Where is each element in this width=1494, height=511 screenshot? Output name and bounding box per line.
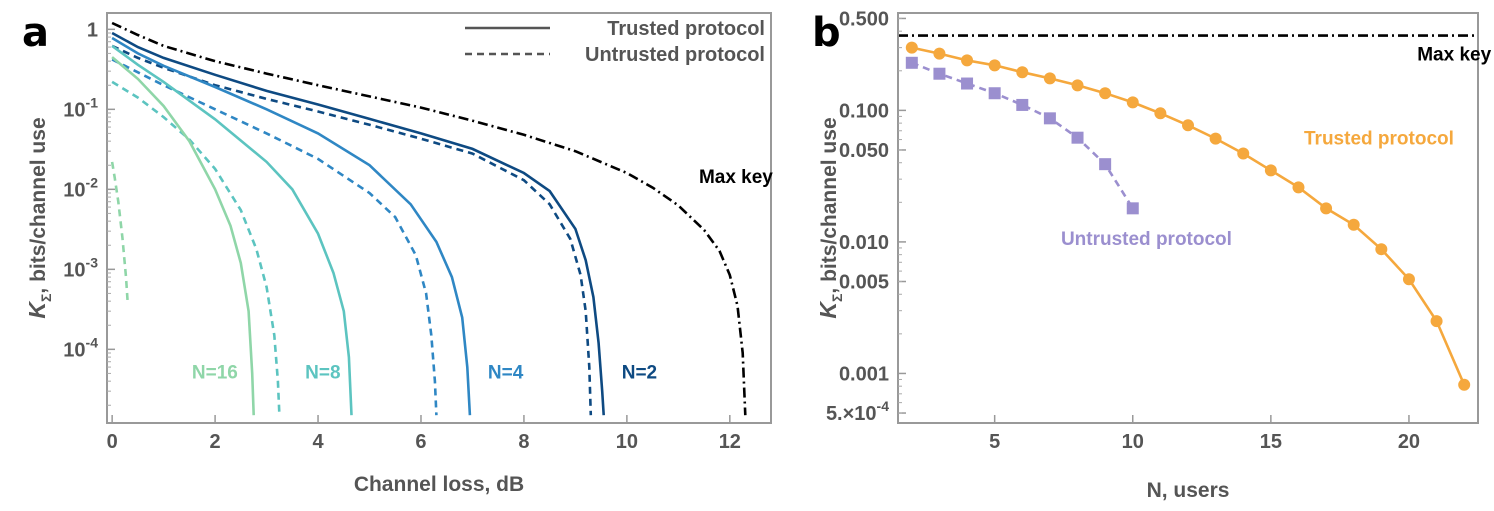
chart-b-annotation: Untrusted protocol bbox=[1061, 229, 1232, 250]
chart-a-series-0-line bbox=[111, 21, 747, 416]
chart-a-y-tick-label: 10-3 bbox=[63, 254, 98, 281]
chart-a-annotations: N=16 N=8 N=4 N=2 Max key bbox=[192, 167, 773, 384]
chart-b-series-2-point-2 bbox=[961, 77, 974, 90]
chart-a-annotation: Max key bbox=[699, 167, 773, 188]
chart-b-series-1-point-18 bbox=[1402, 273, 1415, 286]
chart-a-annotation: N=16 bbox=[192, 363, 238, 384]
chart-b-y-tick-label: 0.100 bbox=[839, 100, 889, 122]
chart-b-series-1-point-8 bbox=[1126, 96, 1139, 109]
chart-b-x-tick-label: 20 bbox=[1398, 431, 1420, 453]
chart-b-series-1-point-4 bbox=[1016, 66, 1029, 79]
chart-a-y-tick-label: 1 bbox=[87, 19, 98, 41]
chart-b-series-1-point-9 bbox=[1154, 107, 1167, 120]
chart-b-series-2-point-3 bbox=[988, 87, 1001, 100]
chart-a-y-tick-label: 10-2 bbox=[63, 174, 98, 201]
chart-b-y-tick-label: 5.×10-4 bbox=[826, 398, 889, 425]
chart-b-series-1-point-20 bbox=[1458, 378, 1471, 391]
chart-a-series-8-line bbox=[110, 161, 129, 302]
chart-b-series-1-point-13 bbox=[1264, 164, 1277, 177]
chart-a-x-tick-label: 8 bbox=[518, 431, 529, 453]
chart-b-y-tick-label: 0.050 bbox=[839, 140, 889, 162]
chart-b-series-2-point-5 bbox=[1043, 112, 1056, 125]
chart-a-annotation: N=4 bbox=[488, 363, 524, 384]
chart-b-series-1-point-6 bbox=[1071, 79, 1084, 92]
chart-a-legend: Trusted protocol Untrusted protocol bbox=[465, 18, 765, 66]
chart-a-x-tick-label: 4 bbox=[312, 431, 324, 453]
chart-b-series-1-point-19 bbox=[1430, 315, 1443, 328]
chart-b-series-2-point-4 bbox=[1016, 98, 1029, 111]
chart-b-y-axis-label: KΣ, bits/channel use bbox=[815, 117, 845, 318]
chart-a-x-tick-label: 6 bbox=[415, 431, 426, 453]
chart-a-x-axis-label: Channel loss, dB bbox=[354, 473, 524, 496]
chart-b-series-1-point-16 bbox=[1347, 218, 1360, 231]
y-label-k: K bbox=[24, 301, 50, 319]
chart-a-series-5-line bbox=[111, 44, 353, 416]
chart-b-x-axis-label: N, users bbox=[1147, 479, 1230, 502]
chart-a-series-2-line bbox=[111, 44, 593, 416]
chart-a-x-ticks: 0 2 4 6 8 10 12 bbox=[107, 415, 741, 453]
panel-label-b: b bbox=[812, 10, 841, 56]
chart-a-series-1-line bbox=[111, 31, 605, 416]
chart-b-annotation: Max key bbox=[1417, 44, 1491, 65]
chart-a-series-6-line bbox=[111, 80, 281, 416]
chart-a-x-tick-label: 0 bbox=[107, 431, 118, 453]
chart-b-series-1-point-0 bbox=[905, 41, 918, 54]
chart-a-x-tick-label: 2 bbox=[210, 431, 221, 453]
chart-b-series-2-point-0 bbox=[905, 56, 918, 69]
chart-b-y-tick-label: 0.005 bbox=[839, 272, 889, 294]
chart-a-annotation: N=8 bbox=[305, 363, 340, 384]
chart-b-x-tick-label: 10 bbox=[1122, 431, 1144, 453]
chart-b-series-1-point-17 bbox=[1375, 243, 1388, 256]
chart-b-series-2-point-7 bbox=[1099, 158, 1112, 171]
chart-b-series-2-point-6 bbox=[1071, 131, 1084, 144]
chart-b-series-2-point-1 bbox=[933, 67, 946, 80]
chart-b-series-1-point-10 bbox=[1182, 119, 1194, 132]
panel-label-a: a bbox=[22, 10, 49, 56]
chart-b-x-ticks: 5 10 15 20 bbox=[989, 415, 1420, 453]
chart-a-annotation: N=2 bbox=[622, 363, 657, 384]
chart-b-series-1-point-5 bbox=[1043, 72, 1056, 85]
y-label-rest-b: , bits/channel use bbox=[818, 117, 841, 293]
chart-b-series-1-point-1 bbox=[933, 47, 946, 60]
chart-b-series-2-line bbox=[911, 61, 1134, 209]
y-label-sub: Σ bbox=[38, 294, 54, 302]
chart-b-annotations: Max key Trusted protocol Untrusted protoco… bbox=[1061, 44, 1492, 249]
chart-b-y-tick-label: 0.010 bbox=[839, 232, 889, 254]
chart-b-y-ticks: 0.500 0.100 0.050 0.010 0.005 0.001 5.×10-4 bbox=[826, 8, 906, 425]
chart-b-x-tick-label: 15 bbox=[1260, 431, 1282, 453]
chart-a-series-group bbox=[110, 21, 747, 416]
chart-b-annotation: Trusted protocol bbox=[1304, 129, 1454, 150]
chart-b-y-tick-label: 0.500 bbox=[839, 8, 889, 30]
chart-b-series-2-point-8 bbox=[1126, 202, 1139, 215]
chart-b-series-1-point-11 bbox=[1209, 132, 1222, 145]
chart-b-series-group bbox=[898, 34, 1478, 391]
chart-a-y-tick-label: 10-1 bbox=[63, 94, 98, 121]
chart-b: 5 10 15 20 0.500 0.100 0.050 0.010 0.005 0.001 5.… bbox=[815, 8, 1492, 502]
chart-a-x-tick-label: 10 bbox=[616, 431, 638, 453]
chart-b-series-1-point-7 bbox=[1099, 87, 1112, 100]
chart-b-series-1-point-3 bbox=[988, 59, 1001, 72]
y-label-sub-b: Σ bbox=[829, 294, 845, 302]
legend-label-untrusted: Untrusted protocol bbox=[585, 44, 765, 66]
chart-a-y-ticks: 1 10-1 10-2 10-3 10-4 bbox=[63, 19, 115, 406]
chart-b-series-1-point-15 bbox=[1320, 202, 1333, 215]
chart-a-y-tick-label: 10-4 bbox=[63, 334, 98, 361]
chart-a-frame bbox=[106, 12, 772, 424]
y-label-k-b: K bbox=[815, 301, 841, 319]
chart-b-series-1-point-14 bbox=[1292, 181, 1305, 194]
chart-b-x-tick-label: 5 bbox=[989, 431, 1000, 453]
chart-b-series-1-point-12 bbox=[1237, 147, 1250, 160]
chart-a-x-tick-label: 12 bbox=[719, 431, 741, 453]
chart-b-y-tick-label: 0.001 bbox=[839, 363, 889, 385]
legend-label-trusted: Trusted protocol bbox=[607, 18, 765, 40]
chart-a-series-3-line bbox=[111, 36, 472, 416]
chart-b-frame bbox=[897, 12, 1479, 424]
chart-a-y-axis-label: KΣ, bits/channel use bbox=[24, 117, 54, 318]
chart-a-series-4-line bbox=[111, 58, 438, 416]
chart-a-series-7-line bbox=[111, 56, 255, 416]
chart-b-series-1-point-2 bbox=[961, 54, 974, 67]
chart-a: 0 2 4 6 8 10 12 1 10-1 10-2 10-3 10-4 Trusted prot… bbox=[24, 12, 773, 496]
y-label-rest: , bits/channel use bbox=[27, 117, 50, 293]
